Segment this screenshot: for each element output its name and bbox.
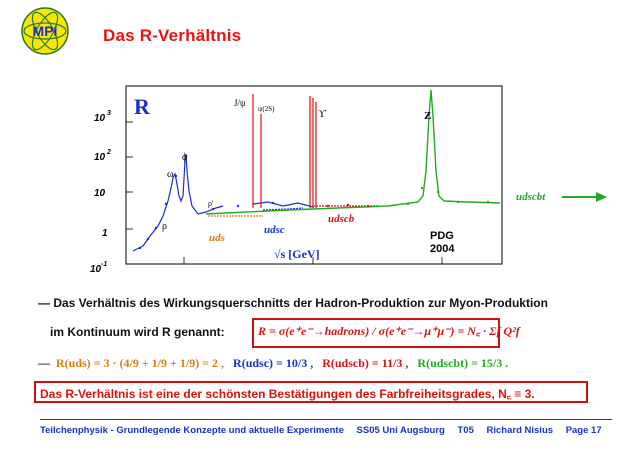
resonance-label: Z: [424, 110, 431, 122]
r-values-line: — R(uds) = 3 · (4/9 + 1/9 + 1/9) = 2 , R…: [38, 356, 508, 371]
r-formula: R = σ(e⁺e⁻→hadrons) / σ(e⁺e⁻→μ⁺μ⁻) = N꜀ …: [258, 324, 520, 338]
resonance-label: ϕ: [182, 152, 187, 163]
y-tick-label: 10: [94, 152, 106, 163]
y-tick-label: 10: [90, 264, 102, 275]
text-line-1: — Das Verhältnis des Wirkungsquerschnitt…: [38, 296, 548, 310]
y-axis-label: R: [134, 94, 151, 119]
region-label-uds: uds: [209, 232, 225, 244]
footer-term: SS05 Uni Augsburg: [356, 425, 445, 436]
logo-text: MPI: [33, 23, 58, 39]
x-axis-label: √s [GeV]: [274, 247, 320, 261]
region-label-udsc: udsc: [264, 224, 285, 236]
eq-udscbt: R(udscbt) = 15/3 .: [417, 356, 509, 370]
footer-section: T05: [457, 425, 474, 436]
data-points: [138, 154, 275, 250]
eq-uds: R(uds) = 3 · (4/9 + 1/9 + 1/9) = 2 ,: [56, 356, 225, 370]
resonance-label: ρ': [208, 199, 214, 208]
eq-dash: —: [38, 356, 50, 370]
x-axis-ticks: [183, 257, 443, 264]
y-tick-exp: -1: [101, 261, 107, 268]
y-tick-exp: 3: [107, 110, 111, 117]
region-label-udscb: udscb: [328, 213, 355, 225]
arrow-right-icon: [562, 192, 607, 202]
footer: Teilchenphysik - Grundlegende Konzepte u…: [40, 425, 612, 436]
footer-author: Richard Nisius: [486, 425, 554, 436]
formula-box: [252, 318, 500, 348]
eq-udscb: R(udscb) = 11/3 ,: [322, 356, 409, 370]
resonance-label: J/ψ: [234, 98, 246, 108]
y-tick-label: 1: [102, 228, 108, 239]
r-ratio-plot: 10 -1 1 10 10 2 10 3 1 10 10 2 R: [90, 85, 503, 275]
source-label: PDG: [430, 230, 454, 242]
udscbt-label: udscbt: [516, 191, 546, 203]
footer-divider: [40, 419, 612, 420]
conclusion-text: Das R-Verhältnis ist eine der schönsten …: [40, 387, 535, 401]
text-line-2: im Kontinuum wird R genannt:: [50, 325, 225, 339]
resonance-label: ψ(2S): [258, 105, 275, 113]
y-tick-exp: 2: [106, 149, 111, 156]
resonance-label: ρ: [162, 221, 167, 232]
y-tick-label: 10: [94, 188, 106, 199]
source-year: 2004: [430, 243, 455, 255]
footer-page: Page 17: [565, 425, 602, 436]
footer-course: Teilchenphysik - Grundlegende Konzepte u…: [40, 425, 344, 436]
y-axis-ticks: [126, 121, 133, 265]
mpi-logo: MPI: [21, 7, 69, 55]
conclusion-box: [34, 381, 588, 403]
resonance-label: ω: [167, 169, 174, 180]
resonance-label: ϒ: [318, 108, 327, 120]
eq-udsc: R(udsc) = 10/3 ,: [233, 356, 314, 370]
y-tick-label: 10: [94, 113, 106, 124]
page-title: Das R-Verhältnis: [103, 26, 242, 45]
